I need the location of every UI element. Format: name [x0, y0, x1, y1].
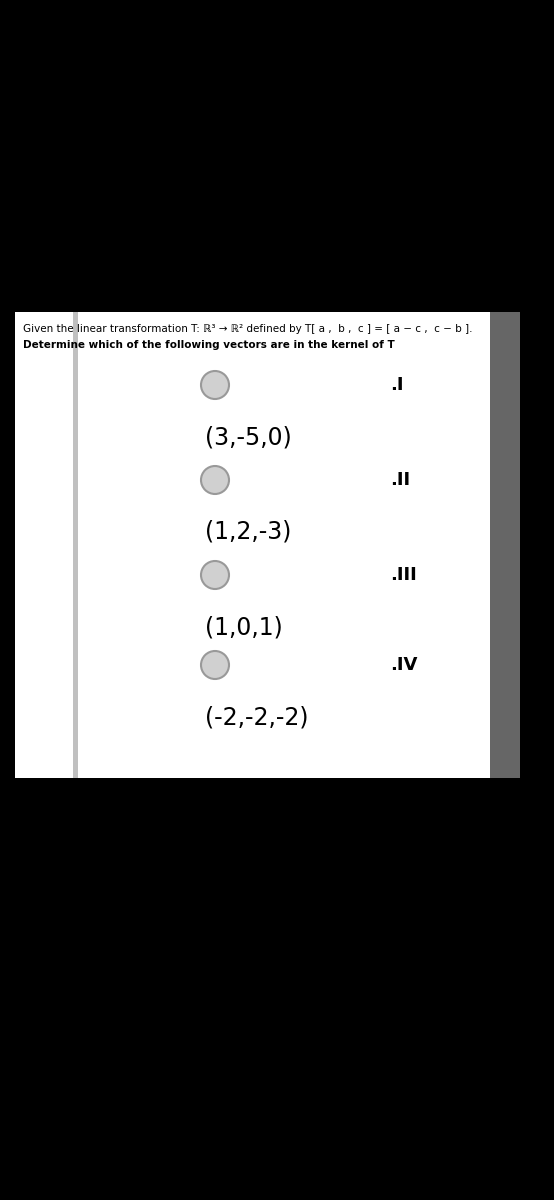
Circle shape — [201, 466, 229, 494]
Bar — [15, 312, 490, 778]
Text: .II: .II — [390, 470, 410, 490]
Text: .III: .III — [390, 566, 417, 584]
Circle shape — [201, 650, 229, 679]
Circle shape — [201, 371, 229, 398]
Text: Determine which of the following vectors are in the kernel of T: Determine which of the following vectors… — [23, 340, 395, 350]
Text: (1,2,-3): (1,2,-3) — [205, 520, 291, 544]
Text: .IV: .IV — [390, 656, 417, 674]
Circle shape — [201, 560, 229, 589]
Text: (1,0,1): (1,0,1) — [205, 614, 283, 638]
Text: Given the linear transformation T: ℝ³ → ℝ² defined by T[ a ,  b ,  c ] = [ a − c: Given the linear transformation T: ℝ³ → … — [23, 324, 473, 334]
Text: .I: .I — [390, 376, 403, 394]
Bar — [490, 312, 520, 778]
Bar — [73, 312, 78, 778]
Text: (-2,-2,-2): (-2,-2,-2) — [205, 704, 309, 728]
Text: (3,-5,0): (3,-5,0) — [205, 425, 292, 449]
